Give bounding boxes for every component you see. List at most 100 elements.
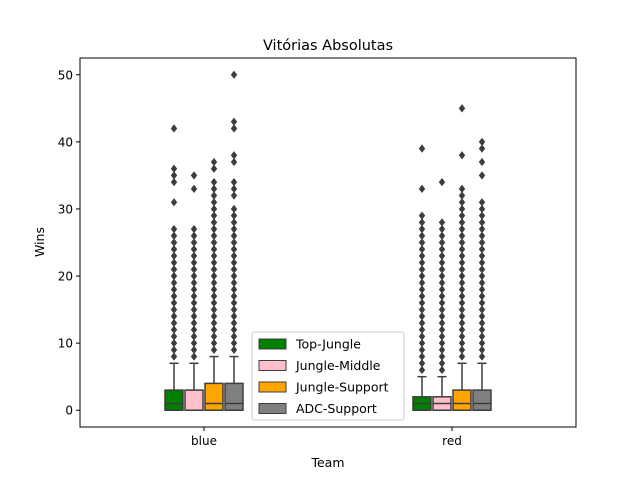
outlier-point bbox=[458, 298, 466, 308]
outlier-point bbox=[418, 271, 426, 281]
outlier-point bbox=[210, 224, 218, 234]
outlier-point bbox=[458, 305, 466, 314]
outlier-point bbox=[190, 271, 198, 281]
outlier-point bbox=[438, 359, 446, 368]
outlier-point bbox=[230, 251, 238, 261]
iqr-box bbox=[184, 389, 204, 411]
outlier-point bbox=[230, 191, 238, 200]
outlier-point bbox=[210, 204, 218, 214]
outlier-point bbox=[170, 198, 178, 207]
outlier-point bbox=[458, 318, 466, 328]
outlier-point bbox=[210, 231, 218, 240]
outlier-point bbox=[170, 245, 178, 254]
outlier-point bbox=[438, 352, 446, 361]
outlier-point bbox=[478, 204, 486, 214]
outlier-point bbox=[170, 164, 178, 173]
outlier-point bbox=[210, 164, 218, 173]
outlier-point bbox=[478, 345, 486, 355]
x-tick-label: blue bbox=[191, 434, 217, 448]
outlier-point bbox=[210, 218, 218, 227]
outlier-point bbox=[170, 177, 178, 187]
outlier-point bbox=[478, 285, 486, 294]
outlier-point bbox=[418, 285, 426, 294]
outlier-point bbox=[458, 352, 466, 361]
outlier-point bbox=[438, 245, 446, 254]
outlier-point bbox=[210, 325, 218, 334]
outlier-point bbox=[230, 305, 238, 314]
outlier-point bbox=[458, 211, 466, 220]
legend-label: ADC-Support bbox=[296, 401, 377, 416]
outlier-point bbox=[438, 218, 446, 227]
outlier-point bbox=[438, 231, 446, 240]
outlier-point bbox=[458, 258, 466, 267]
outlier-point bbox=[418, 238, 426, 247]
outlier-point bbox=[478, 338, 486, 348]
plot-layer: 0 10 20 30 40 50 blue red bbox=[58, 68, 492, 448]
legend-swatch bbox=[258, 360, 287, 371]
outlier-point bbox=[170, 285, 178, 294]
outlier-point bbox=[418, 144, 426, 153]
outlier-point bbox=[458, 312, 466, 321]
outlier-point bbox=[190, 258, 198, 267]
outlier-point bbox=[438, 271, 446, 281]
outlier-point bbox=[190, 285, 198, 294]
outlier-point bbox=[210, 332, 218, 341]
outlier-point bbox=[170, 312, 178, 321]
outlier-point bbox=[458, 338, 466, 348]
outlier-point bbox=[478, 332, 486, 341]
outlier-point bbox=[438, 251, 446, 261]
outlier-point bbox=[230, 271, 238, 281]
iqr-box bbox=[452, 389, 472, 411]
outlier-point bbox=[170, 238, 178, 247]
outlier-point bbox=[438, 345, 446, 355]
outlier-point bbox=[458, 285, 466, 294]
box-adc-support-red bbox=[472, 137, 492, 411]
outlier-point bbox=[210, 285, 218, 294]
outlier-point bbox=[418, 365, 426, 375]
outlier-point bbox=[438, 305, 446, 314]
outlier-point bbox=[190, 265, 198, 274]
outlier-point bbox=[170, 224, 178, 234]
outlier-point bbox=[170, 258, 178, 267]
outlier-point bbox=[478, 211, 486, 220]
outlier-point bbox=[458, 325, 466, 334]
outlier-point bbox=[210, 345, 218, 355]
outlier-point bbox=[458, 191, 466, 200]
outlier-point bbox=[230, 117, 238, 126]
outlier-point bbox=[170, 318, 178, 328]
outlier-point bbox=[438, 224, 446, 234]
y-tick-label: 10 bbox=[58, 337, 73, 351]
outlier-point bbox=[418, 184, 426, 193]
outlier-point bbox=[478, 278, 486, 287]
outlier-point bbox=[478, 171, 486, 180]
outlier-point bbox=[190, 318, 198, 328]
legend: Top-Jungle Jungle-Middle Jungle-Support ADC… bbox=[251, 331, 405, 421]
outlier-point bbox=[230, 245, 238, 254]
iqr-box bbox=[164, 389, 184, 411]
outlier-point bbox=[418, 218, 426, 227]
outlier-point bbox=[478, 352, 486, 361]
outlier-point bbox=[190, 245, 198, 254]
outlier-point bbox=[170, 171, 178, 180]
outlier-point bbox=[190, 325, 198, 334]
outlier-point bbox=[170, 352, 178, 361]
y-tick-label: 50 bbox=[58, 68, 73, 82]
outlier-point bbox=[438, 332, 446, 341]
outlier-point bbox=[458, 204, 466, 214]
outlier-point bbox=[230, 204, 238, 214]
outlier-point bbox=[458, 292, 466, 301]
outlier-point bbox=[230, 318, 238, 328]
outlier-point bbox=[210, 184, 218, 193]
outlier-point bbox=[170, 124, 178, 133]
y-tick-label: 40 bbox=[58, 135, 73, 149]
outlier-point bbox=[230, 298, 238, 308]
outlier-point bbox=[190, 292, 198, 301]
outlier-point bbox=[230, 70, 238, 79]
outlier-point bbox=[418, 251, 426, 261]
outlier-point bbox=[478, 137, 486, 147]
outlier-point bbox=[458, 278, 466, 287]
outlier-point bbox=[418, 231, 426, 240]
outlier-point bbox=[458, 231, 466, 240]
outlier-point bbox=[458, 104, 466, 113]
